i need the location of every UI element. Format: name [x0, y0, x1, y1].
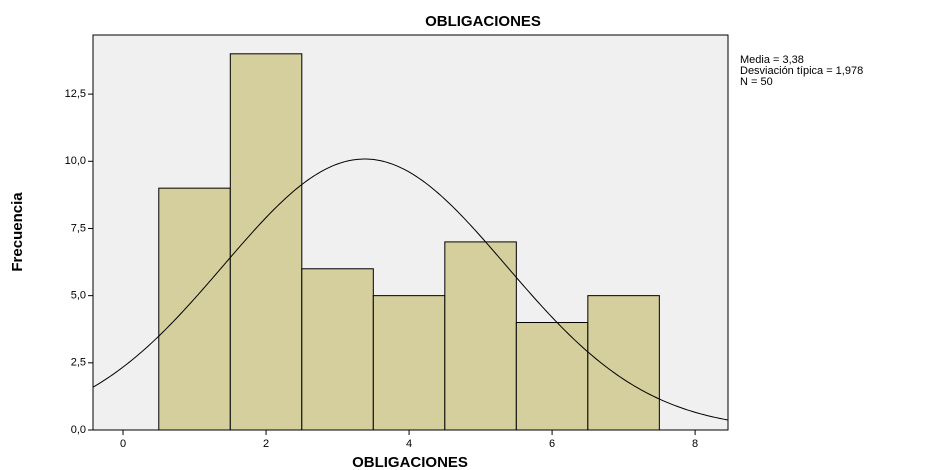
chart-title: OBLIGACIONES: [425, 13, 541, 30]
bar: [515, 322, 589, 431]
bar: [229, 53, 303, 431]
bar: [158, 187, 231, 431]
x-tick-label: 2: [263, 438, 269, 450]
annotation: Media = 3,38: [740, 54, 804, 66]
x-axis-label: OBLIGACIONES: [352, 454, 468, 470]
annotation: N = 50: [740, 76, 773, 88]
bar: [372, 295, 446, 431]
y-tick-label: 7,5: [71, 222, 86, 234]
bar: [587, 295, 660, 431]
bar: [444, 241, 517, 431]
y-tick-label: 10,0: [65, 155, 86, 167]
x-tick-label: 0: [120, 438, 126, 450]
y-axis-label: Frecuencia: [9, 192, 26, 272]
y-tick-label: 12,5: [65, 88, 86, 100]
y-tick-label: 2,5: [71, 357, 86, 369]
x-tick-label: 8: [692, 438, 698, 450]
x-tick-label: 4: [406, 438, 412, 450]
y-tick-label: 5,0: [71, 290, 86, 302]
x-tick-label: 6: [549, 438, 555, 450]
normal-curve: [92, 158, 729, 421]
bar: [301, 268, 374, 431]
y-tick-label: 0,0: [71, 424, 86, 436]
annotation: Desviación típica = 1,978: [740, 65, 863, 77]
